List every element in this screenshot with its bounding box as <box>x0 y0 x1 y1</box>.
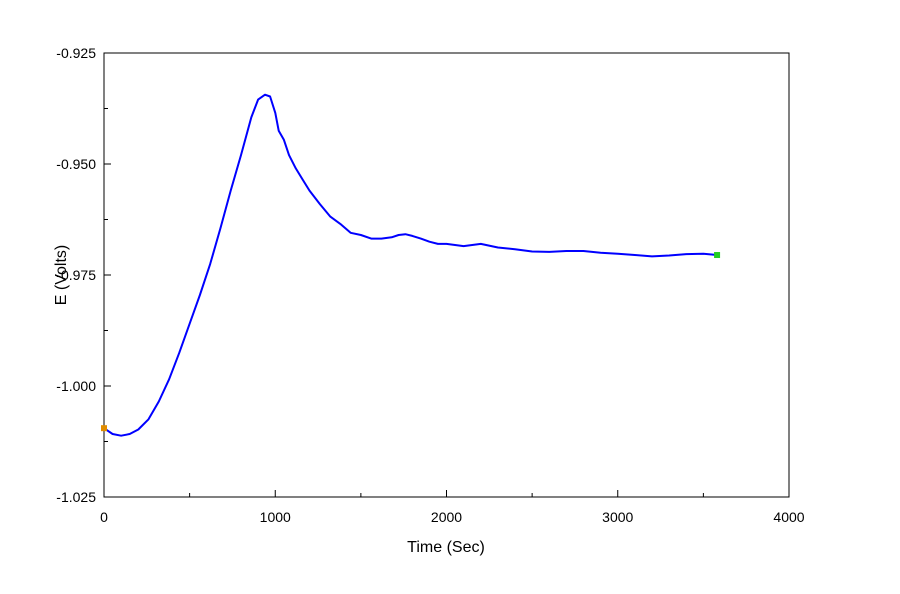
x-tick-label: 2000 <box>431 509 462 525</box>
x-tick-label: 4000 <box>773 509 804 525</box>
marker-layer <box>101 252 721 432</box>
y-axis: -0.925 -0.950 -0.975 -1.000 -1.025 <box>56 45 111 505</box>
y-tick-label: -0.975 <box>56 267 96 283</box>
start-marker <box>101 425 107 432</box>
y-tick-label: -0.925 <box>56 45 96 61</box>
y-tick-label: -0.950 <box>56 156 96 172</box>
y-tick-label: -1.000 <box>56 378 96 394</box>
x-tick-label: 0 <box>100 509 108 525</box>
series-layer <box>103 93 718 437</box>
end-marker <box>714 252 721 259</box>
x-tick-label: 1000 <box>260 509 291 525</box>
y-tick-label: -1.025 <box>56 489 96 505</box>
series-line <box>103 93 718 437</box>
x-axis-label: Time (Sec) <box>407 539 485 556</box>
y-axis-label: E (Volts) <box>53 245 70 305</box>
x-tick-label: 3000 <box>602 509 633 525</box>
x-axis: 0 1000 2000 3000 4000 <box>100 490 805 525</box>
